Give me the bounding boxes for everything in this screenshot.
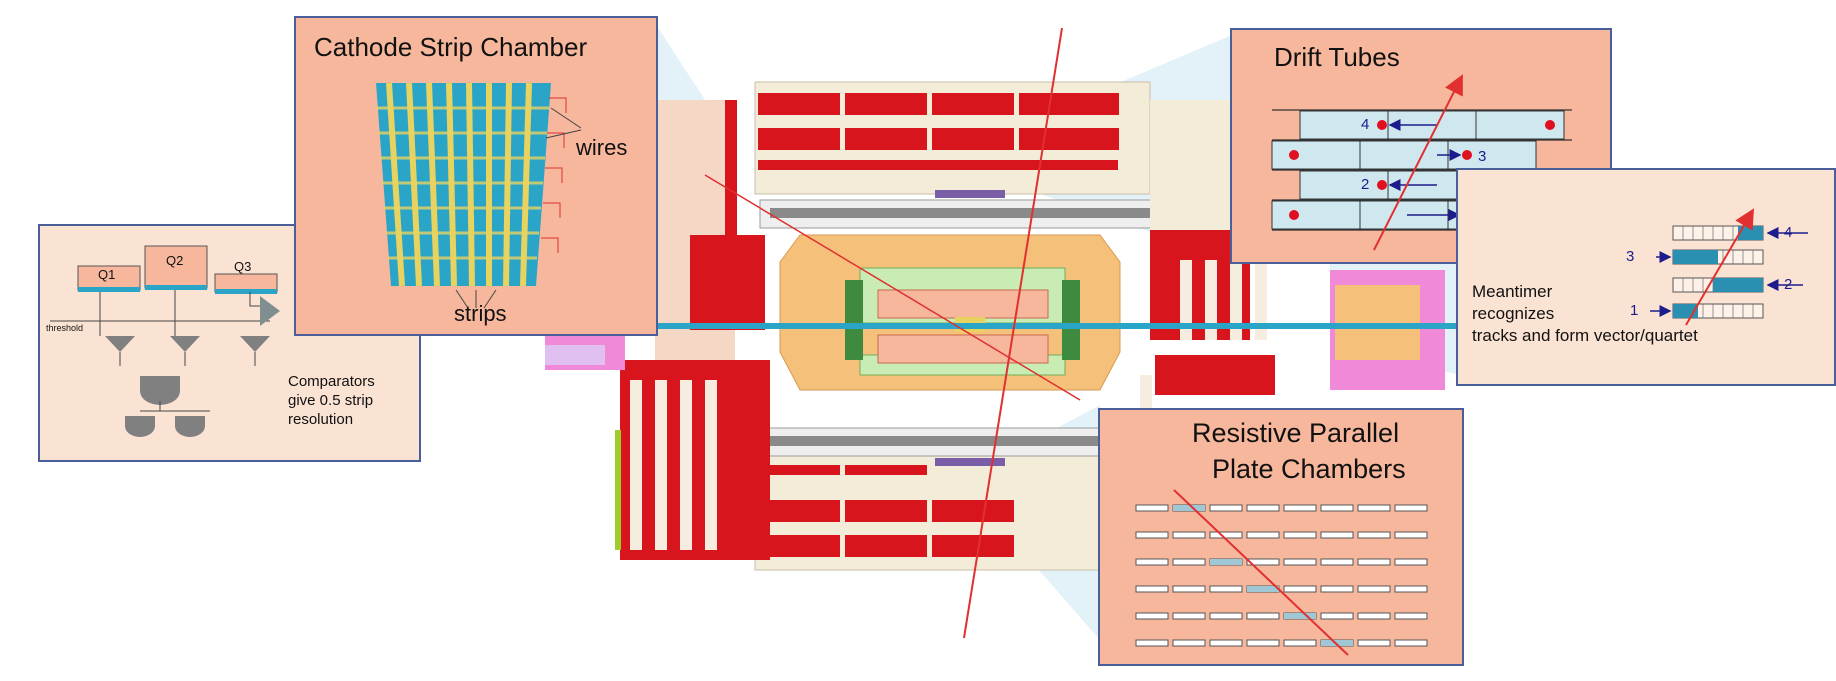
rpc-title-line-1: Resistive Parallel: [1192, 418, 1400, 448]
comparator-caption-line-2: give 0.5 strip: [288, 392, 374, 409]
endcap-left: [545, 100, 770, 560]
comparator-panel: Q1 Q2 Q3 threshold Comparators give 0.5 …: [38, 224, 421, 462]
muon-track-diagonal: [704, 174, 1081, 401]
muon-track-vertical: [963, 27, 1063, 639]
csc-schematic: [376, 82, 582, 309]
meantimer-caption-line-1: Meantimer: [1472, 282, 1553, 301]
barrel-muon-bottom: [754, 427, 1171, 571]
meantimer-hit-label-3: 3: [1626, 248, 1635, 265]
beam-line: [480, 323, 1836, 329]
barrel-muon-top: [754, 81, 1171, 229]
endcap-right: [1140, 100, 1445, 455]
wires-label: wires: [576, 135, 628, 160]
rpc-title-line-2: Plate Chambers: [1212, 454, 1406, 484]
rpc-panel: Resistive Parallel Plate Chambers: [1098, 408, 1464, 666]
meantimer-hit-label-1: 1: [1630, 302, 1639, 319]
drift-tubes-title: Drift Tubes: [1274, 42, 1400, 72]
meantimer-hit-label-2: 2: [1784, 276, 1793, 293]
meantimer-caption-line-2: recognizes: [1472, 304, 1555, 323]
meantimer-caption-line-3: tracks and form vector/quartet: [1472, 326, 1698, 345]
comparator-caption-line-3: resolution: [288, 411, 354, 428]
meantimer-shift-registers: [1650, 208, 1808, 326]
dt-hit-label-4: 4: [1361, 116, 1370, 133]
strips-label: strips: [454, 301, 507, 326]
comparator-caption-line-1: Comparators: [288, 373, 375, 390]
rpc-plate-rows: [1135, 489, 1428, 656]
q1-label: Q1: [98, 267, 116, 282]
dt-hit-label-3: 3: [1478, 148, 1487, 165]
comparator-circuit: [50, 245, 280, 437]
csc-panel: Cathode Strip Chamber: [294, 16, 658, 336]
drift-tubes-panel: Drift Tubes: [1230, 28, 1612, 264]
q3-label: Q3: [234, 259, 252, 274]
q2-label: Q2: [166, 253, 184, 268]
csc-title: Cathode Strip Chamber: [314, 32, 588, 62]
meantimer-hit-label-4: 4: [1784, 224, 1793, 241]
calorimeter: [779, 234, 1121, 391]
threshold-label: threshold: [46, 323, 84, 333]
meantimer-panel: 4 3 2 1 Meantimer recognizes tracks and …: [1456, 168, 1836, 386]
dt-hit-label-2: 2: [1361, 176, 1370, 193]
